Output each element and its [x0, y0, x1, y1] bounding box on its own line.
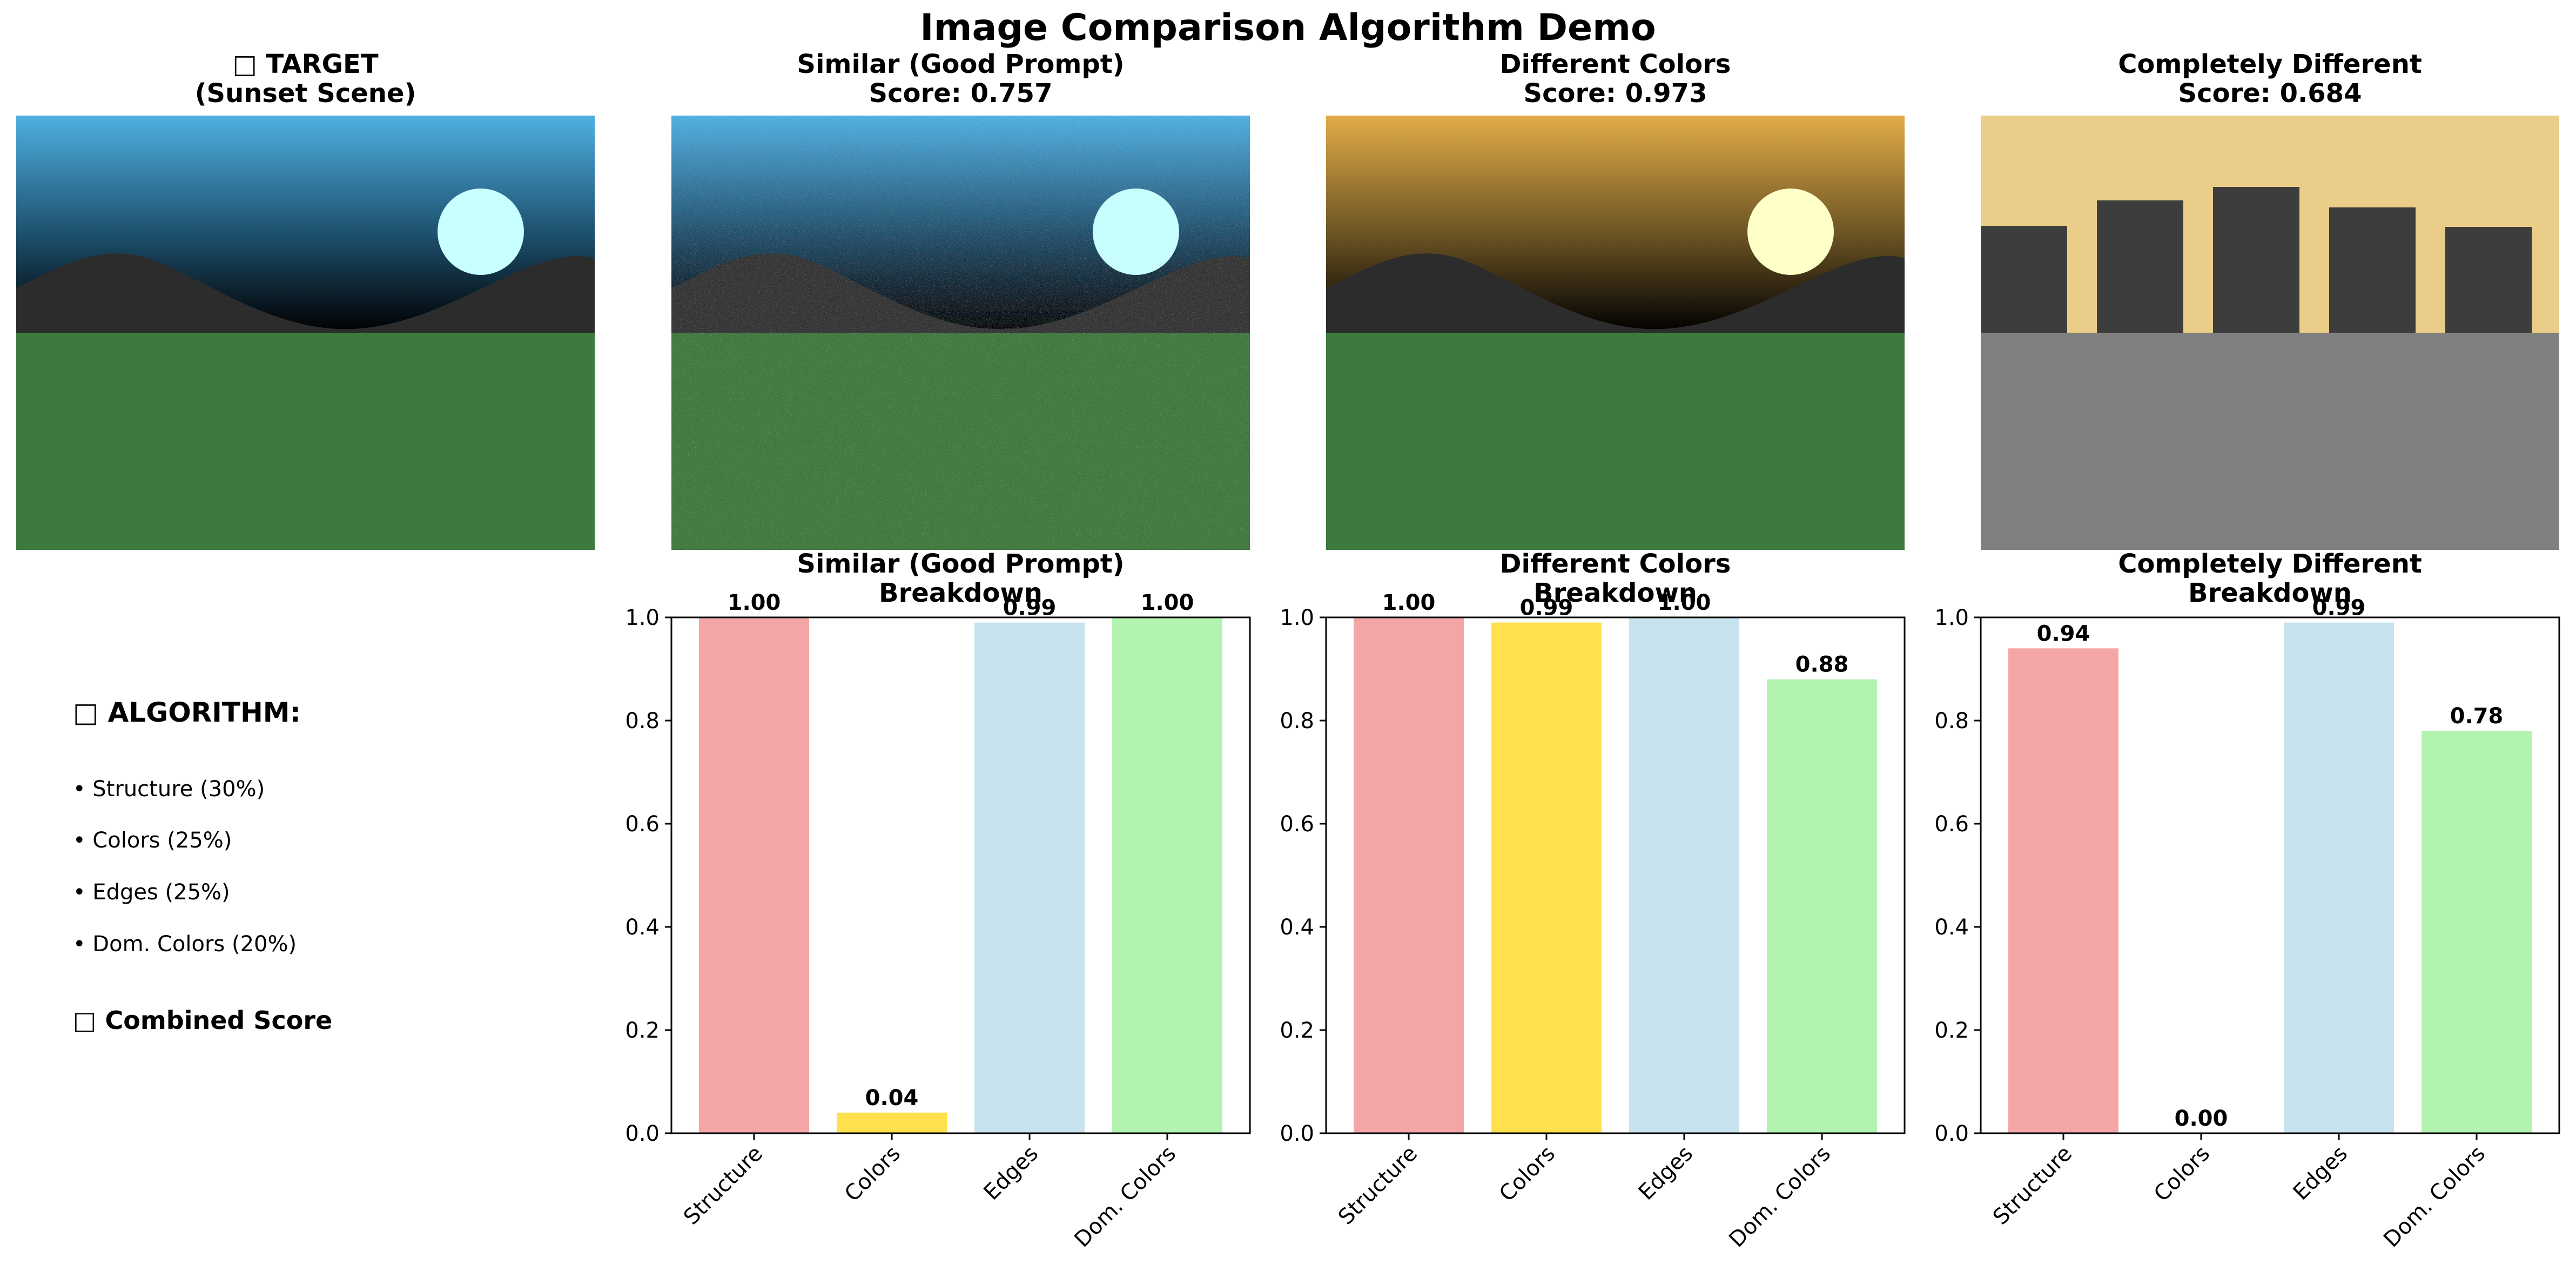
algorithm-heading: □ ALGORITHM:	[73, 697, 301, 728]
x-tick-label: Dom. Colors	[1724, 1141, 1835, 1253]
figure-title: Image Comparison Algorithm Demo	[920, 6, 1656, 49]
x-tick-label: Dom. Colors	[1070, 1141, 1181, 1253]
bar-value-label: 0.88	[1795, 653, 1849, 677]
completely-different-title-line2: Score: 0.684	[2178, 78, 2362, 109]
algorithm-item-dom-colors: • Dom. Colors (20%)	[73, 932, 297, 957]
y-tick-label: 0.0	[1280, 1121, 1314, 1146]
similar-image-title: Similar (Good Prompt) Score: 0.757	[671, 50, 1250, 108]
bar-value-label: 1.00	[1658, 590, 1711, 615]
chart-title-line: Completely Different	[2118, 549, 2422, 579]
bar-edges	[1629, 617, 1739, 1133]
y-tick-label: 0.2	[1934, 1018, 1969, 1043]
x-tick-label: Edges	[979, 1141, 1043, 1205]
y-tick-label: 0.2	[1280, 1018, 1314, 1043]
chart-title-line: Breakdown	[2188, 578, 2352, 608]
bar-dom-colors	[2422, 731, 2532, 1133]
bar-dom-colors	[1112, 617, 1222, 1133]
y-tick-label: 0.4	[1280, 915, 1314, 940]
x-tick-label: Edges	[1634, 1141, 1698, 1205]
completely-different-image	[1981, 116, 2559, 550]
bar-structure	[1354, 617, 1464, 1133]
x-tick-label: Structure	[1988, 1141, 2077, 1230]
chart-similar-breakdown: Similar (Good Prompt)Breakdown 1.00 Struct…	[625, 549, 1251, 1253]
y-tick-label: 0.6	[1280, 812, 1314, 837]
chart-title-line: Breakdown	[879, 578, 1042, 608]
bar-structure	[699, 617, 809, 1133]
algorithm-item-colors: • Colors (25%)	[73, 828, 232, 853]
y-tick-label: 1.0	[1934, 606, 1969, 630]
x-tick-label: Dom. Colors	[2379, 1141, 2490, 1253]
axes-frame	[1325, 616, 1906, 1134]
algorithm-combined-score: □ Combined Score	[73, 1006, 333, 1035]
x-tick-label: Edges	[2289, 1141, 2352, 1205]
x-tick-label: Structure	[679, 1141, 768, 1230]
y-tick-label: 0.2	[625, 1018, 660, 1043]
x-tick-label: Colors	[1495, 1141, 1560, 1207]
bar-colors	[837, 1112, 947, 1133]
axes-frame	[1980, 616, 2560, 1134]
bar-value-label: 0.99	[2312, 596, 2366, 621]
different-colors-title-line1: Different Colors	[1499, 49, 1731, 79]
axes-frame	[670, 616, 1251, 1134]
bar-dom-colors	[1767, 679, 1877, 1133]
x-tick-label: Structure	[1334, 1141, 1422, 1230]
similar-image	[671, 116, 1250, 550]
x-tick-label: Colors	[840, 1141, 905, 1207]
bar-value-label: 1.00	[1382, 590, 1436, 615]
target-title-line2: (Sunset Scene)	[194, 78, 416, 109]
bar-colors	[1491, 622, 1602, 1133]
bar-value-label: 0.99	[1003, 596, 1057, 621]
y-tick-label: 0.8	[625, 709, 660, 734]
y-tick-label: 1.0	[1280, 606, 1314, 630]
y-tick-label: 0.4	[1934, 915, 1969, 940]
bar-edges	[2284, 622, 2394, 1133]
bar-value-label: 1.00	[1141, 590, 1194, 615]
y-tick-label: 0.0	[1934, 1121, 1969, 1146]
completely-different-title-line1: Completely Different	[2118, 49, 2422, 79]
y-tick-label: 0.8	[1934, 709, 1969, 734]
chart-title-line: Different Colors	[1500, 549, 1731, 579]
bar-value-label: 0.00	[2175, 1106, 2228, 1131]
chart-different-colors-breakdown: Different ColorsBreakdown1.00Structure0.…	[1280, 549, 1906, 1253]
similar-title-line1: Similar (Good Prompt)	[797, 49, 1125, 79]
bar-value-label: 0.04	[865, 1086, 919, 1111]
y-tick-label: 0.4	[625, 915, 660, 940]
y-tick-label: 1.0	[625, 606, 660, 630]
y-tick-label: 0.6	[625, 812, 660, 837]
algorithm-item-structure: • Structure (30%)	[73, 777, 265, 802]
different-colors-image	[1326, 116, 1905, 550]
algorithm-item-edges: • Edges (25%)	[73, 880, 230, 905]
y-tick-label: 0.0	[625, 1121, 660, 1146]
y-tick-label: 0.6	[1934, 812, 1969, 837]
y-tick-label: 0.8	[1280, 709, 1314, 734]
different-colors-image-title: Different Colors Score: 0.973	[1326, 50, 1905, 108]
target-sunset-image	[16, 116, 595, 550]
bar-value-label: 0.94	[2037, 621, 2090, 646]
bar-edges	[974, 622, 1085, 1133]
target-image-title: □ TARGET (Sunset Scene)	[16, 50, 595, 108]
bar-value-label: 0.78	[2450, 704, 2504, 729]
x-tick-label: Colors	[2149, 1141, 2215, 1207]
bar-structure	[2008, 648, 2118, 1133]
completely-different-image-title: Completely Different Score: 0.684	[1981, 50, 2559, 108]
chart-title-line: Breakdown	[1534, 578, 1697, 608]
different-colors-title-line2: Score: 0.973	[1523, 78, 1707, 109]
chart-title-line: Similar (Good Prompt)	[797, 549, 1124, 579]
target-title-line1: □ TARGET	[232, 49, 379, 79]
similar-title-line2: Score: 0.757	[869, 78, 1053, 109]
bar-value-label: 0.99	[1520, 596, 1573, 621]
bar-value-label: 1.00	[728, 590, 781, 615]
